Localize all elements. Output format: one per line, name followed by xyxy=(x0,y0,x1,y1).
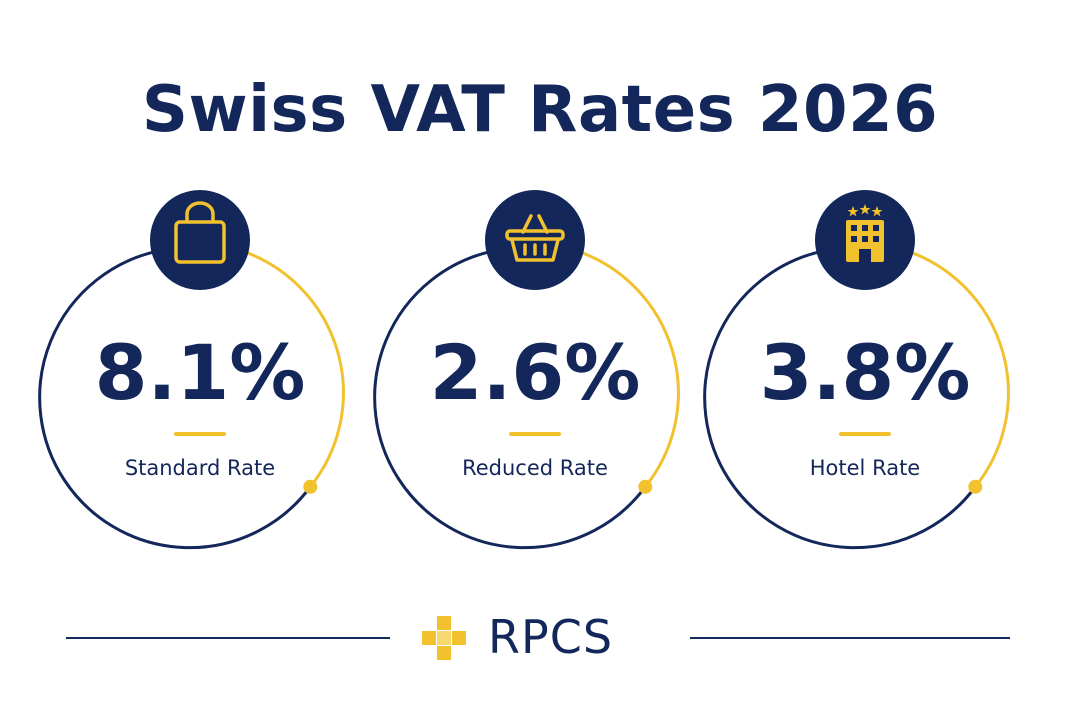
ring-gold-arc xyxy=(907,249,1010,488)
rate-ring xyxy=(38,249,345,550)
ring-gold-arc xyxy=(242,249,345,488)
rate-value: 2.6% xyxy=(429,328,641,417)
hotel-building-icon xyxy=(846,204,884,262)
shopping-bag-icon xyxy=(174,201,226,264)
rate-card-standard: 8.1% Standard Rate xyxy=(38,190,360,550)
rate-divider xyxy=(509,432,561,436)
ring-gold-arc xyxy=(577,249,680,488)
icon-badge xyxy=(815,190,915,290)
rate-ring xyxy=(703,249,1010,550)
icon-badge xyxy=(485,190,585,290)
rate-value: 3.8% xyxy=(759,328,971,417)
page-title: Swiss VAT Rates 2026 xyxy=(141,73,939,147)
rate-divider xyxy=(839,432,891,436)
footer-divider-left xyxy=(66,637,390,639)
ring-end-dot xyxy=(303,479,318,494)
ring-end-dot xyxy=(638,479,653,494)
ring-navy-arc xyxy=(38,249,312,550)
ring-navy-arc xyxy=(373,249,647,550)
icon-badge xyxy=(150,190,250,290)
brand-logo: RPCS xyxy=(420,610,660,664)
rate-divider xyxy=(174,432,226,436)
plus-cross-logo-icon xyxy=(422,616,466,660)
rate-card-hotel: 3.8% Hotel Rate xyxy=(703,190,1025,550)
ring-navy-arc xyxy=(703,249,977,550)
rate-label: Reduced Rate xyxy=(462,456,608,480)
footer-divider-right xyxy=(690,637,1010,639)
rate-label: Standard Rate xyxy=(124,456,276,480)
rate-label: Hotel Rate xyxy=(809,456,921,480)
brand-name: RPCS xyxy=(488,610,614,664)
shopping-basket-icon xyxy=(505,214,565,262)
ring-end-dot xyxy=(968,479,983,494)
rate-card-reduced: 2.6% Reduced Rate xyxy=(373,190,695,550)
rate-value: 8.1% xyxy=(94,328,306,417)
rate-ring xyxy=(373,249,680,550)
